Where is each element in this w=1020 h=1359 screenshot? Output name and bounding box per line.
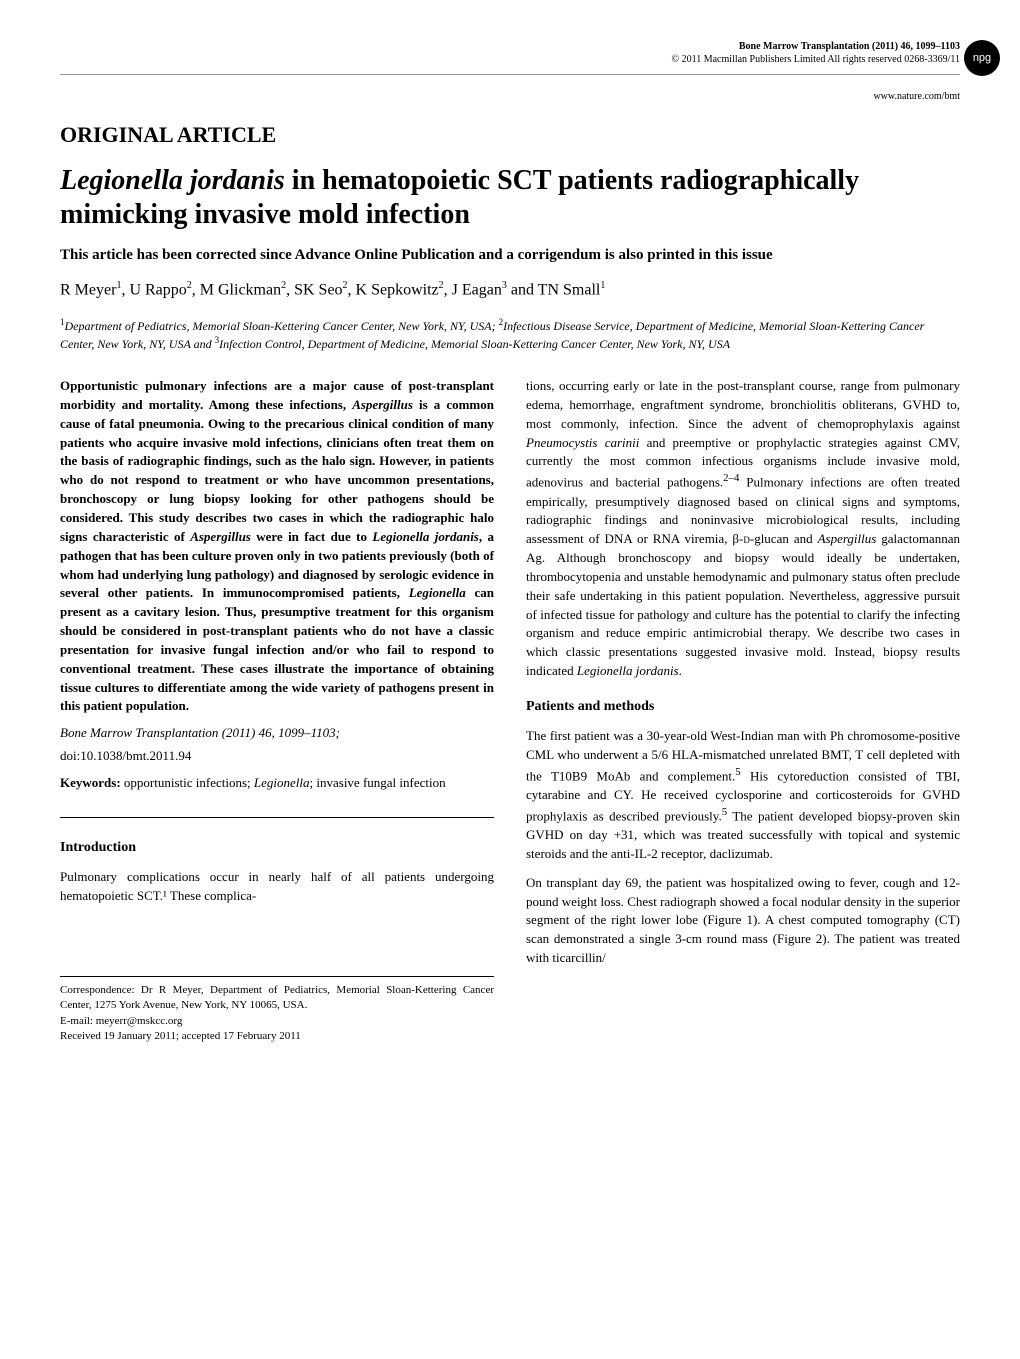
title-italic-species: Legionella jordanis (60, 165, 285, 196)
journal-url: www.nature.com/bmt (60, 91, 960, 102)
affiliations: 1Department of Pediatrics, Memorial Sloa… (60, 316, 960, 354)
journal-header: Bone Marrow Transplantation (2011) 46, 1… (60, 40, 960, 66)
correspondence-divider (60, 976, 494, 977)
keywords-label: Keywords: (60, 775, 121, 790)
introduction-heading: Introduction (60, 838, 494, 858)
correspondence-block: Correspondence: Dr R Meyer, Department o… (60, 976, 494, 1045)
received-date: Received 19 January 2011; accepted 17 Fe… (60, 1029, 494, 1044)
abstract-text: Opportunistic pulmonary infections are a… (60, 377, 494, 716)
methods-heading: Patients and methods (526, 697, 960, 717)
citation-line: Bone Marrow Transplantation (2011) 46, 1… (60, 724, 494, 743)
keywords-line: Keywords: opportunistic infections; Legi… (60, 774, 494, 793)
correspondence-email: E-mail: meyerr@mskcc.org (60, 1014, 494, 1029)
npg-logo-badge: npg (964, 40, 1000, 76)
section-label: ORIGINAL ARTICLE (60, 122, 960, 148)
correspondence-address: Correspondence: Dr R Meyer, Department o… (60, 983, 494, 1014)
article-title: Legionella jordanis in hematopoietic SCT… (60, 164, 960, 231)
correction-notice: This article has been corrected since Ad… (60, 247, 960, 264)
two-column-layout: Opportunistic pulmonary infections are a… (60, 377, 960, 1044)
doi-line: doi:10.1038/bmt.2011.94 (60, 747, 494, 766)
copyright-line: © 2011 Macmillan Publishers Limited All … (672, 54, 961, 65)
methods-para-2: On transplant day 69, the patient was ho… (526, 874, 960, 968)
methods-para-1: The first patient was a 30-year-old West… (526, 727, 960, 864)
continuation-paragraph: tions, occurring early or late in the po… (526, 377, 960, 681)
abstract-divider (60, 817, 494, 818)
left-column: Opportunistic pulmonary infections are a… (60, 377, 494, 1044)
right-column: tions, occurring early or late in the po… (526, 377, 960, 1044)
intro-paragraph: Pulmonary complications occur in nearly … (60, 868, 494, 906)
author-list: R Meyer1, U Rappo2, M Glickman2, SK Seo2… (60, 280, 960, 299)
header-divider (60, 74, 960, 75)
journal-title: Bone Marrow Transplantation (2011) 46, 1… (739, 41, 960, 52)
